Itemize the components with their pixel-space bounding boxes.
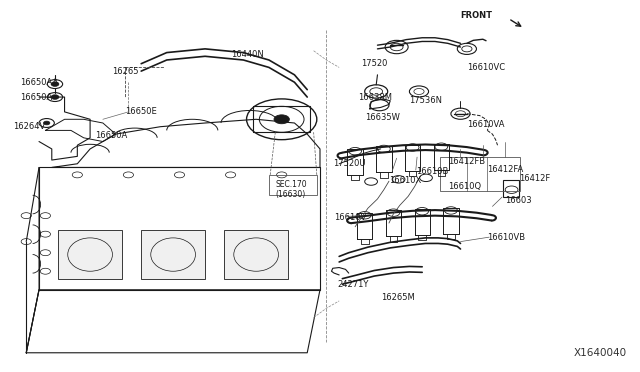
Bar — [58, 231, 122, 279]
Circle shape — [44, 121, 50, 125]
Text: 16610X: 16610X — [389, 176, 421, 185]
Text: 17520: 17520 — [362, 59, 388, 68]
Text: 16440N: 16440N — [230, 50, 263, 59]
Text: 16610VA: 16610VA — [467, 121, 504, 129]
Text: 16412FA: 16412FA — [487, 165, 524, 174]
Text: 16610VC: 16610VC — [467, 63, 505, 72]
Bar — [224, 231, 288, 279]
Text: 17536N: 17536N — [410, 96, 442, 105]
Text: 16412F: 16412F — [519, 174, 550, 183]
Bar — [141, 231, 205, 279]
Text: SEC.170: SEC.170 — [275, 180, 307, 189]
Bar — [440, 157, 520, 191]
Text: 16610B: 16610B — [416, 167, 448, 176]
Text: 16603: 16603 — [505, 196, 532, 205]
Bar — [269, 175, 317, 195]
Text: X1640040: X1640040 — [573, 348, 627, 358]
Text: 17520U: 17520U — [333, 159, 365, 168]
Text: 16265: 16265 — [113, 67, 139, 76]
Bar — [502, 180, 518, 197]
Text: 24271Y: 24271Y — [337, 280, 369, 289]
Text: 16638M: 16638M — [358, 93, 392, 102]
Text: 16650E: 16650E — [125, 108, 157, 116]
Circle shape — [274, 115, 289, 124]
Text: 16650AA: 16650AA — [20, 78, 58, 87]
Text: 16610Q: 16610Q — [448, 182, 481, 190]
Text: 16610VB: 16610VB — [487, 233, 525, 243]
Text: FRONT: FRONT — [461, 11, 493, 20]
Text: 16650A: 16650A — [95, 131, 127, 141]
Circle shape — [51, 95, 59, 99]
Text: 16635W: 16635W — [365, 113, 399, 122]
Text: 16265M: 16265M — [381, 293, 415, 302]
Text: 16610V: 16610V — [334, 213, 366, 222]
Text: (16630): (16630) — [275, 190, 305, 199]
Text: 16264V: 16264V — [13, 122, 45, 131]
Circle shape — [51, 82, 59, 86]
Text: 16412FB: 16412FB — [448, 157, 485, 166]
Text: 16650A: 16650A — [20, 93, 52, 102]
